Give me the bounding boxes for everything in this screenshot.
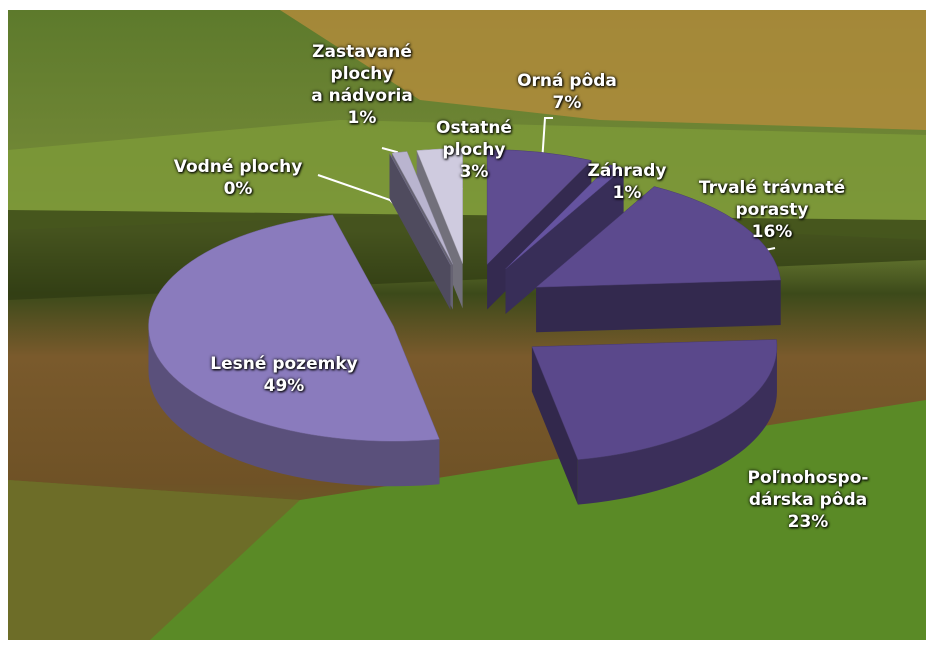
chart (0, 0, 934, 652)
category-label: Trvalé trávnaté porasty (699, 177, 845, 221)
category-label: Ostatné plochy (436, 117, 512, 161)
value-label: 3% (436, 161, 512, 183)
value-label: 0% (174, 178, 303, 200)
value-label: 7% (517, 92, 617, 114)
value-label: 49% (210, 375, 357, 397)
page: Orná pôda7%Záhrady1%Trvalé trávnaté pora… (0, 0, 934, 652)
category-label: Vodné plochy (174, 156, 303, 178)
category-label: Poľnohospo- dárska pôda (748, 467, 869, 511)
background-photo (8, 10, 926, 640)
value-label: 23% (748, 511, 869, 533)
slice-edge (536, 280, 781, 332)
category-label: Záhrady (587, 160, 666, 182)
value-label: 16% (699, 221, 845, 243)
category-label: Orná pôda (517, 70, 617, 92)
category-label: Lesné pozemky (210, 353, 357, 375)
category-label: Zastavané plochy a nádvoria (311, 41, 413, 107)
value-label: 1% (587, 182, 666, 204)
value-label: 1% (311, 107, 413, 129)
